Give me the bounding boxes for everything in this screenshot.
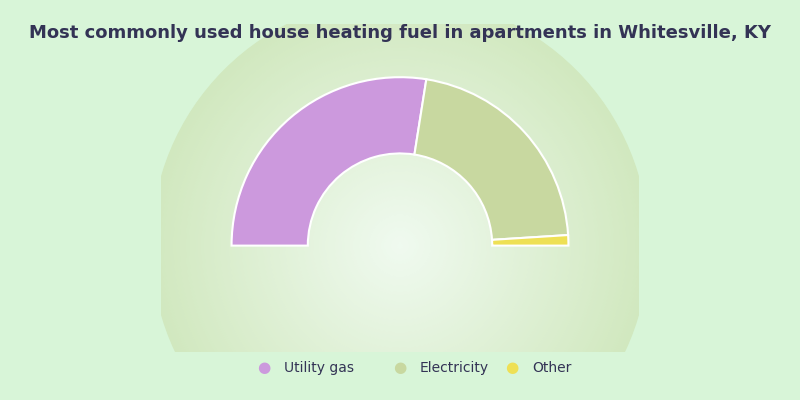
Circle shape bbox=[266, 112, 534, 379]
Circle shape bbox=[226, 72, 574, 400]
Circle shape bbox=[307, 152, 493, 339]
Circle shape bbox=[326, 171, 474, 320]
Wedge shape bbox=[492, 235, 569, 246]
Circle shape bbox=[248, 94, 552, 398]
Circle shape bbox=[291, 137, 509, 354]
Circle shape bbox=[319, 165, 481, 326]
Circle shape bbox=[263, 109, 537, 382]
Circle shape bbox=[198, 44, 602, 400]
Circle shape bbox=[208, 53, 592, 400]
Circle shape bbox=[192, 38, 608, 400]
Text: Most commonly used house heating fuel in apartments in Whitesville, KY: Most commonly used house heating fuel in… bbox=[29, 24, 771, 42]
Circle shape bbox=[230, 75, 570, 400]
Circle shape bbox=[158, 4, 642, 400]
Circle shape bbox=[382, 227, 418, 264]
Circle shape bbox=[279, 125, 521, 367]
Circle shape bbox=[385, 230, 415, 261]
Circle shape bbox=[155, 0, 645, 400]
Circle shape bbox=[288, 134, 512, 357]
Circle shape bbox=[366, 212, 434, 280]
Circle shape bbox=[357, 202, 443, 289]
Circle shape bbox=[329, 174, 471, 317]
Circle shape bbox=[294, 140, 506, 351]
Circle shape bbox=[394, 240, 406, 252]
Circle shape bbox=[180, 25, 620, 400]
Circle shape bbox=[170, 16, 630, 400]
Circle shape bbox=[164, 10, 636, 400]
Circle shape bbox=[301, 146, 499, 345]
Circle shape bbox=[397, 242, 403, 249]
Circle shape bbox=[223, 69, 577, 400]
Circle shape bbox=[233, 78, 567, 400]
Text: Other: Other bbox=[532, 361, 571, 375]
Circle shape bbox=[282, 128, 518, 364]
Circle shape bbox=[369, 214, 431, 277]
Circle shape bbox=[220, 66, 580, 400]
Circle shape bbox=[310, 156, 490, 336]
Text: ●: ● bbox=[506, 360, 518, 376]
Text: ●: ● bbox=[258, 360, 270, 376]
Circle shape bbox=[286, 131, 515, 360]
Circle shape bbox=[350, 196, 450, 295]
Circle shape bbox=[189, 35, 611, 400]
Circle shape bbox=[335, 180, 465, 311]
Circle shape bbox=[251, 97, 549, 394]
Circle shape bbox=[344, 190, 456, 302]
Text: Electricity: Electricity bbox=[420, 361, 489, 375]
Circle shape bbox=[341, 187, 459, 304]
Circle shape bbox=[322, 168, 478, 323]
Wedge shape bbox=[414, 79, 568, 240]
Circle shape bbox=[273, 118, 527, 373]
Circle shape bbox=[258, 103, 542, 388]
Circle shape bbox=[375, 221, 425, 270]
Circle shape bbox=[304, 150, 496, 342]
Circle shape bbox=[260, 106, 540, 385]
Text: ●: ● bbox=[394, 360, 406, 376]
Circle shape bbox=[245, 90, 555, 400]
Circle shape bbox=[354, 199, 446, 292]
Circle shape bbox=[177, 22, 623, 400]
Circle shape bbox=[360, 205, 440, 286]
Circle shape bbox=[276, 122, 524, 370]
Circle shape bbox=[387, 233, 413, 258]
Circle shape bbox=[161, 7, 639, 400]
Circle shape bbox=[242, 87, 558, 400]
Circle shape bbox=[338, 184, 462, 308]
Circle shape bbox=[313, 159, 487, 332]
Circle shape bbox=[298, 143, 502, 348]
Circle shape bbox=[332, 177, 468, 314]
Circle shape bbox=[152, 0, 648, 400]
Circle shape bbox=[372, 218, 428, 274]
Circle shape bbox=[202, 47, 598, 400]
Circle shape bbox=[235, 81, 565, 400]
Circle shape bbox=[378, 224, 422, 267]
Wedge shape bbox=[231, 77, 426, 246]
Circle shape bbox=[390, 236, 410, 255]
Circle shape bbox=[270, 115, 530, 376]
Circle shape bbox=[362, 208, 438, 283]
Circle shape bbox=[254, 100, 546, 392]
Circle shape bbox=[347, 193, 453, 298]
Circle shape bbox=[217, 62, 583, 400]
Circle shape bbox=[186, 32, 614, 400]
Circle shape bbox=[214, 60, 586, 400]
Circle shape bbox=[167, 13, 633, 400]
Circle shape bbox=[174, 19, 626, 400]
Text: Utility gas: Utility gas bbox=[284, 361, 354, 375]
Circle shape bbox=[195, 41, 605, 400]
Circle shape bbox=[183, 28, 617, 400]
Circle shape bbox=[238, 84, 562, 400]
Circle shape bbox=[210, 56, 590, 400]
Circle shape bbox=[316, 162, 484, 329]
Circle shape bbox=[205, 50, 595, 400]
